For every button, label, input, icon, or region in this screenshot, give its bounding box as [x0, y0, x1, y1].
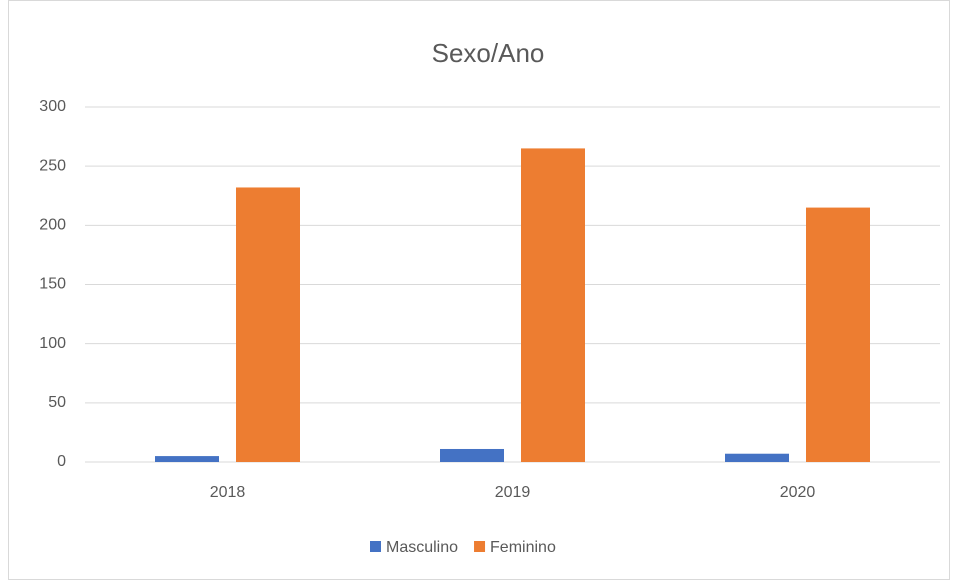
bar [236, 187, 300, 462]
y-tick-label: 150 [39, 276, 66, 293]
x-tick-label: 2018 [210, 484, 246, 501]
bar [521, 148, 585, 462]
y-tick-label: 300 [39, 98, 66, 115]
x-tick-label: 2020 [780, 484, 816, 501]
y-tick-label: 250 [39, 157, 66, 174]
y-tick-label: 50 [48, 394, 66, 411]
y-tick-label: 200 [39, 217, 66, 234]
bar [155, 456, 219, 462]
legend-swatch [370, 541, 381, 552]
chart-title: Sexo/Ano [432, 38, 545, 68]
legend-swatch [474, 541, 486, 552]
bar [440, 448, 504, 462]
legend-label: Feminino [490, 539, 556, 556]
legend-label: Masculino [386, 539, 458, 556]
bar [725, 453, 789, 462]
chart-border [8, 0, 950, 580]
bar [806, 207, 870, 462]
x-tick-label: 2019 [495, 484, 531, 501]
y-tick-label: 0 [57, 453, 66, 470]
y-tick-label: 100 [39, 335, 66, 352]
